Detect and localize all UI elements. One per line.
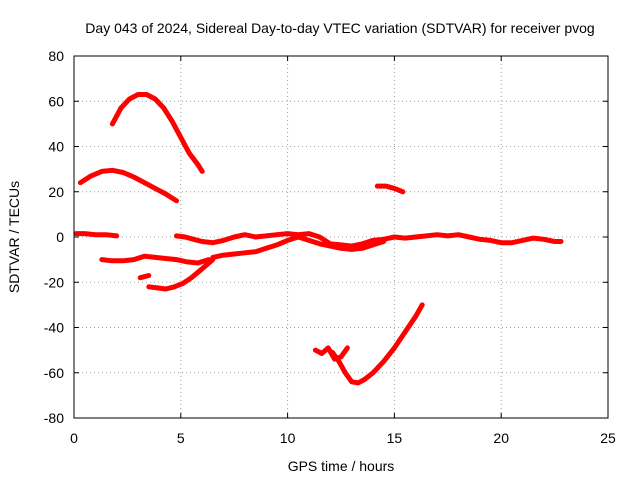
x-tick-label: 15 — [387, 430, 403, 446]
x-tick-label: 0 — [70, 430, 78, 446]
series-arc-11 — [330, 302, 425, 386]
series-arc-1 — [109, 92, 205, 174]
series-arc-6 — [146, 257, 216, 292]
y-tick-label: 40 — [48, 139, 64, 155]
y-tick-label: 20 — [48, 184, 64, 200]
x-tick-label: 20 — [493, 430, 509, 446]
data-series — [73, 92, 564, 386]
y-tick-label: -40 — [44, 320, 64, 336]
y-tick-label: 0 — [56, 229, 64, 245]
x-axis-label: GPS time / hours — [288, 458, 395, 474]
x-tick-label: 5 — [177, 430, 185, 446]
y-tick-label: -20 — [44, 274, 64, 290]
series-arc-7 — [174, 231, 564, 249]
axis-ticks: 0 5 10 15 20 25 -80 -60 -40 -20 0 20 40 60 80 — [44, 48, 616, 446]
series-arc-8 — [210, 234, 387, 260]
chart-title: Day 043 of 2024, Sidereal Day-to-day VTE… — [85, 20, 594, 36]
y-tick-label: 60 — [48, 93, 64, 109]
y-axis-label: SDTVAR / TECUs — [6, 181, 22, 293]
y-tick-label: -60 — [44, 365, 64, 381]
series-arc-5 — [137, 273, 152, 281]
y-tick-label: 80 — [48, 48, 64, 64]
series-arc-4 — [99, 253, 212, 266]
x-tick-label: 10 — [280, 430, 296, 446]
x-tick-label: 25 — [600, 430, 616, 446]
y-tick-label: -80 — [44, 410, 64, 426]
series-arc-3 — [73, 231, 120, 239]
series-arc-9 — [374, 183, 406, 195]
series-arc-2 — [77, 167, 179, 204]
